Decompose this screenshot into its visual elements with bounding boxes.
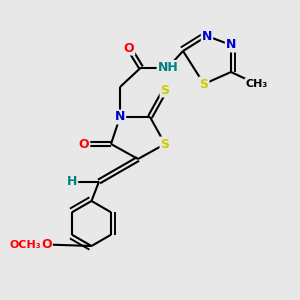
Text: OCH₃: OCH₃ xyxy=(10,239,41,250)
Text: N: N xyxy=(202,29,212,43)
Text: H: H xyxy=(67,175,77,188)
Text: S: S xyxy=(160,137,169,151)
Text: O: O xyxy=(41,238,52,251)
Text: S: S xyxy=(200,77,208,91)
Text: O: O xyxy=(79,137,89,151)
Text: NH: NH xyxy=(158,61,178,74)
Text: S: S xyxy=(160,83,169,97)
Text: CH₃: CH₃ xyxy=(245,79,268,89)
Text: N: N xyxy=(115,110,125,124)
Text: N: N xyxy=(226,38,236,52)
Text: O: O xyxy=(124,41,134,55)
